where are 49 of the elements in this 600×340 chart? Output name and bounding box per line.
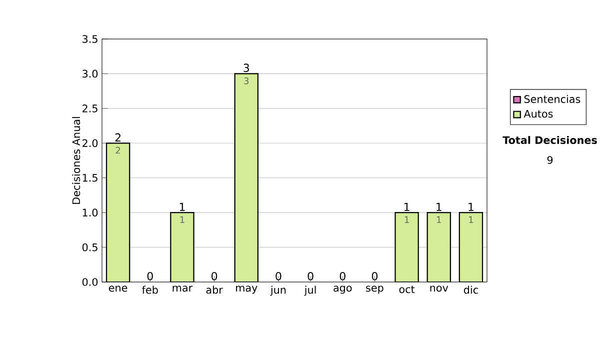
text: 9 <box>547 156 553 164</box>
legend-label: Sentencias <box>524 94 580 104</box>
x-tick-label: oct <box>399 286 415 294</box>
bar <box>106 142 130 282</box>
y-tick-label: 0.5 <box>82 243 98 252</box>
data-label: 1 <box>469 216 473 223</box>
total-label: 0 <box>212 272 218 280</box>
bar <box>394 212 419 282</box>
x-tick-label: jun <box>270 286 286 296</box>
y-tick-label: 3.0 <box>82 70 98 78</box>
y-tick-label: 1.0 <box>82 208 98 216</box>
x-tick-label: dic <box>464 286 478 294</box>
y-tick-label: 2.5 <box>82 104 98 112</box>
bar <box>426 212 451 282</box>
y-axis-title: Decisiones Anual <box>72 117 80 204</box>
x-tick-label: ago <box>334 286 352 294</box>
total-label: 0 <box>340 272 346 280</box>
total-label: 1 <box>404 202 410 211</box>
x-tick-label: mar <box>172 286 193 292</box>
total-label: 1 <box>180 202 185 211</box>
total-label: 1 <box>468 202 474 211</box>
total-label: 0 <box>372 272 378 280</box>
bar <box>458 212 484 282</box>
x-tick-label: nov <box>430 286 448 292</box>
x-tick-label: ene <box>108 286 128 292</box>
total-label: 3 <box>244 64 250 72</box>
y-tick-label: 1.5 <box>82 174 98 182</box>
total-label: 0 <box>308 272 314 280</box>
x-tick-label: jul <box>304 286 316 296</box>
data-label: 3 <box>244 77 249 84</box>
bar <box>234 73 258 282</box>
data-label: 1 <box>180 216 184 223</box>
data-label: 2 <box>116 146 120 154</box>
total-label: 2 <box>115 133 120 142</box>
data-label: 1 <box>436 216 441 223</box>
data-label: 1 <box>404 216 409 223</box>
y-tick-label: 3.5 <box>82 35 98 43</box>
x-tick-label: feb <box>142 286 158 294</box>
y-tick-label: 2.0 <box>82 139 98 148</box>
text: Total Decisiones <box>502 136 597 144</box>
x-tick-label: sep <box>366 286 384 294</box>
y-tick-label: 0.0 <box>82 278 98 286</box>
x-tick-label: abr <box>206 286 223 294</box>
bar <box>170 212 194 282</box>
total-label: 0 <box>147 272 153 280</box>
legend-label: Autos <box>524 110 553 118</box>
x-tick-label: may <box>236 286 258 294</box>
total-label: 1 <box>436 202 442 211</box>
total-label: 0 <box>276 272 282 280</box>
